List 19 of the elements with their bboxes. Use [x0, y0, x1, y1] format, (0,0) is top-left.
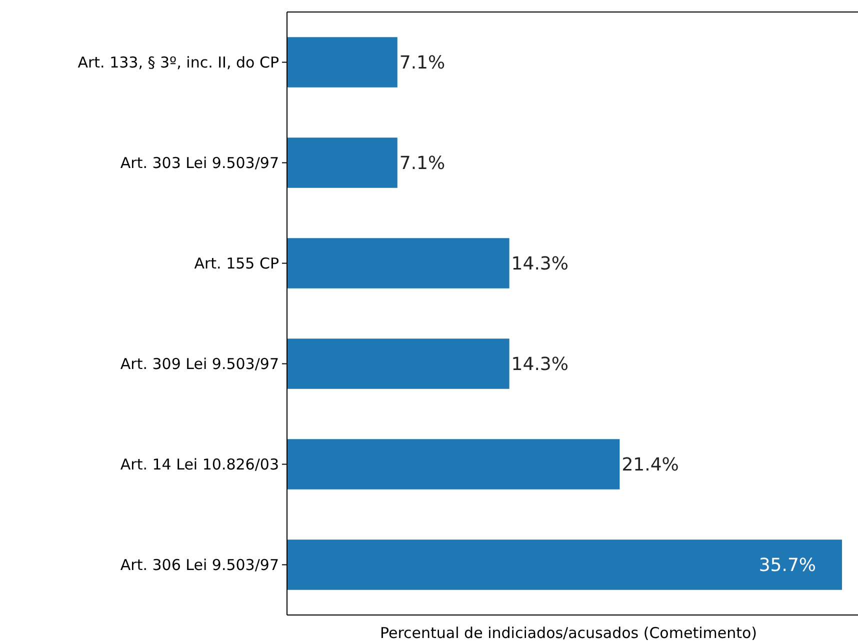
y-tick-label: Art. 309 Lei 9.503/97: [120, 355, 279, 373]
bar: [287, 37, 398, 88]
data-label: 21.4%: [622, 454, 679, 476]
y-tick-label: Art. 14 Lei 10.826/03: [120, 456, 279, 474]
x-axis-title: Percentual de indiciados/acusados (Cometimento): [380, 624, 758, 642]
bar: [287, 439, 620, 490]
bar: [287, 138, 398, 188]
data-label: 7.1%: [399, 52, 446, 74]
data-label: 35.7%: [758, 555, 816, 576]
y-tick-label: Art. 133, § 3º, inc. II, do CP: [78, 54, 279, 72]
y-tick-label: Art. 306 Lei 9.503/97: [120, 556, 279, 574]
bar: [287, 338, 510, 389]
data-label: 14.3%: [511, 354, 568, 376]
y-tick-label: Art. 155 CP: [194, 254, 279, 272]
y-tick-label: Art. 303 Lei 9.503/97: [120, 154, 279, 172]
bar: [287, 238, 510, 288]
data-label: 7.1%: [399, 153, 446, 174]
data-label: 14.3%: [511, 254, 568, 275]
bar: [287, 540, 842, 590]
